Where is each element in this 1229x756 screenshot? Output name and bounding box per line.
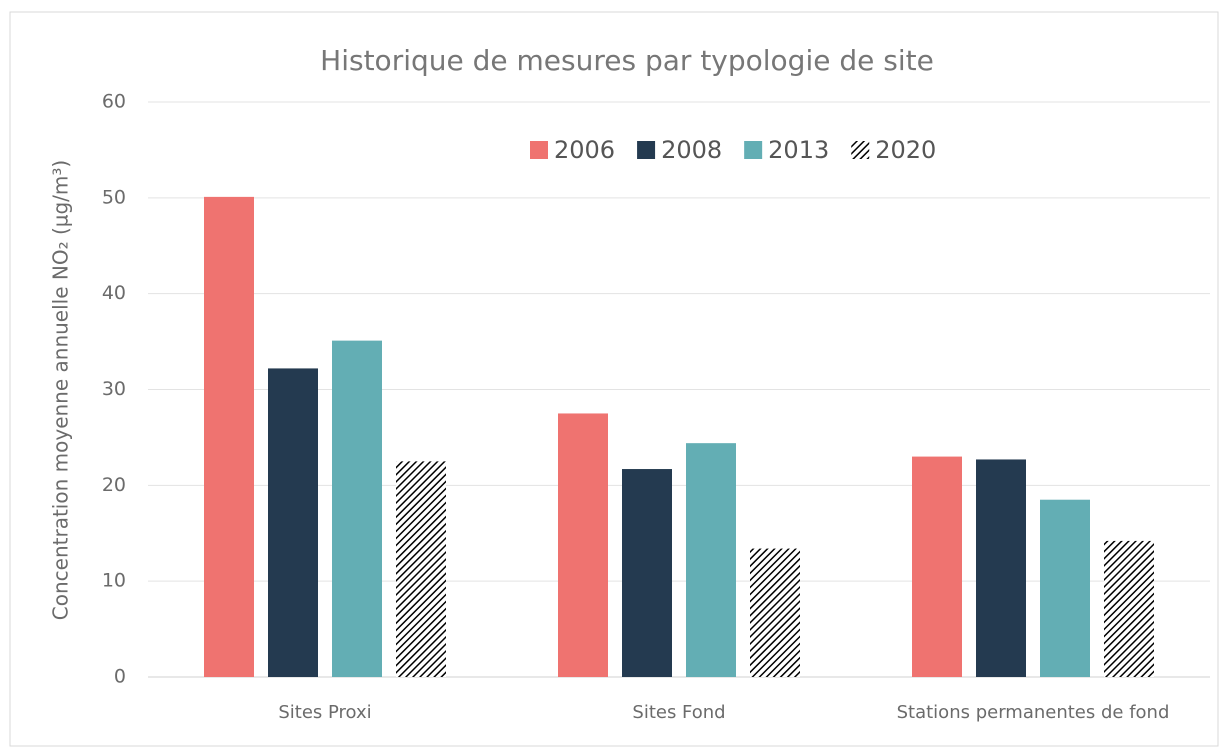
y-tick-label: 0 — [114, 666, 126, 688]
bar — [1040, 499, 1090, 677]
bar — [332, 340, 382, 677]
bar — [396, 461, 446, 677]
legend-label: 2006 — [554, 136, 615, 164]
legend-swatch — [530, 141, 548, 159]
bar — [912, 456, 962, 677]
legend-swatch — [637, 141, 656, 159]
bar — [1104, 540, 1154, 677]
y-tick-label: 20 — [102, 474, 126, 496]
bar — [686, 443, 736, 677]
bar — [204, 196, 254, 677]
bar — [558, 413, 608, 677]
y-tick-label: 40 — [102, 282, 126, 304]
y-tick-label: 60 — [102, 91, 126, 113]
bar — [622, 469, 672, 677]
chart-title: Historique de mesures par typologie de s… — [320, 44, 934, 77]
legend-swatch — [851, 141, 870, 159]
bar — [268, 368, 318, 677]
y-axis-label: Concentration moyenne annuelle NO₂ (µg/m… — [49, 160, 73, 620]
legend-label: 2020 — [875, 136, 936, 164]
x-tick-label: Sites Proxi — [278, 702, 371, 723]
bar — [750, 548, 800, 677]
legend-label: 2013 — [768, 136, 829, 164]
y-tick-label: 50 — [102, 186, 126, 208]
y-tick-label: 10 — [102, 570, 126, 592]
legend-swatch — [744, 141, 763, 159]
chart-border — [9, 11, 1219, 747]
legend-label: 2008 — [661, 136, 722, 164]
x-tick-label: Stations permanentes de fond — [897, 702, 1170, 723]
x-tick-label: Sites Fond — [632, 702, 725, 723]
y-tick-label: 30 — [102, 378, 126, 400]
bar — [976, 459, 1026, 677]
